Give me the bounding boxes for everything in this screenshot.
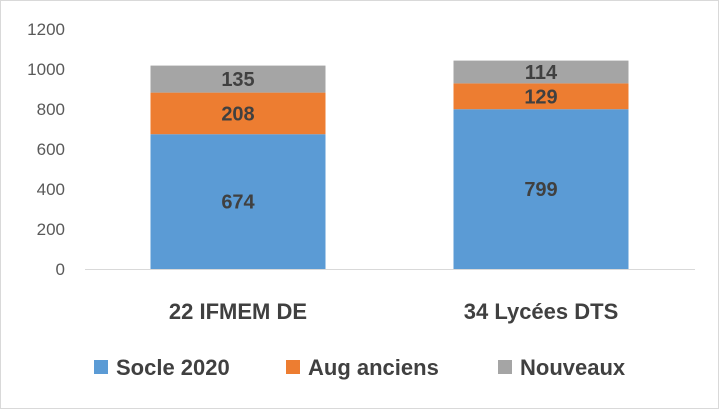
bar-segment — [150, 92, 326, 135]
y-tick-label: 0 — [56, 260, 65, 279]
y-tick-label: 1200 — [27, 20, 65, 39]
bar-segment — [453, 60, 629, 84]
data-label: 135 — [221, 69, 254, 91]
legend-swatch — [498, 360, 512, 374]
legend-label: Aug anciens — [308, 355, 439, 380]
y-tick-label: 800 — [37, 100, 65, 119]
bar-segment — [453, 109, 629, 269]
data-label: 208 — [221, 103, 254, 125]
legend-swatch — [286, 360, 300, 374]
x-category-label: 22 IFMEM DE — [169, 299, 307, 324]
y-tick-label: 600 — [37, 140, 65, 159]
y-tick-label: 400 — [37, 180, 65, 199]
y-tick-label: 200 — [37, 220, 65, 239]
legend-label: Socle 2020 — [116, 355, 230, 380]
data-label: 129 — [524, 86, 557, 108]
data-label: 674 — [221, 192, 255, 214]
legend-swatch — [94, 360, 108, 374]
y-tick-label: 1000 — [27, 60, 65, 79]
bar-segment — [453, 83, 629, 110]
data-label: 114 — [525, 62, 558, 84]
data-label: 799 — [524, 179, 557, 201]
bar-segment — [150, 65, 326, 93]
x-category-label: 34 Lycées DTS — [464, 299, 619, 324]
bar-segment — [150, 134, 326, 269]
legend-label: Nouveaux — [520, 355, 626, 380]
